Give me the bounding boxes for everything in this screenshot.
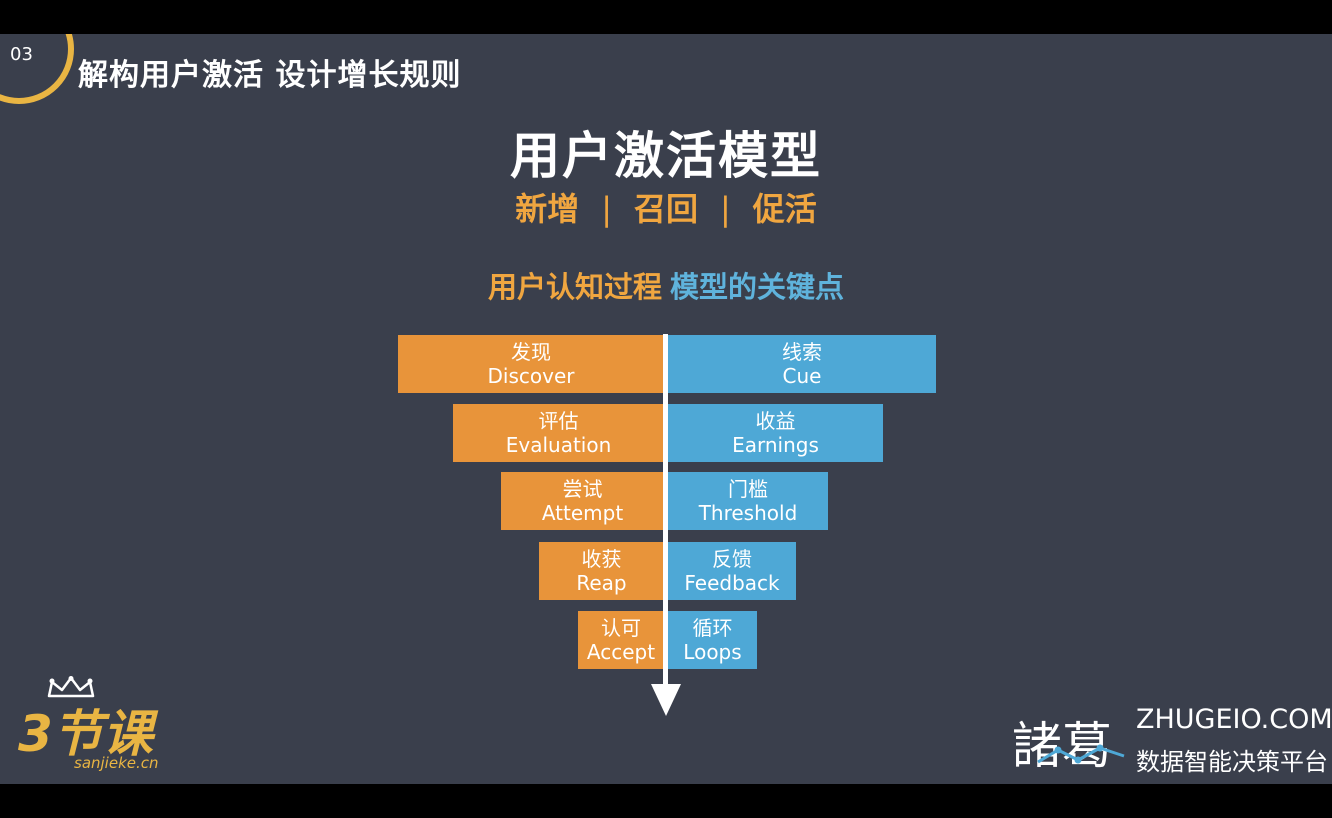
funnel-right-feedback: 反馈 Feedback [668, 542, 796, 600]
funnel-label-en: Attempt [541, 501, 624, 525]
subtitle-item-recall: 召回 [633, 190, 698, 228]
funnel-left-discover: 发现 Discover [398, 335, 664, 393]
funnel-label-cn: 线索 [782, 340, 822, 364]
model-heading: 用户认知过程 模型的关键点 [0, 264, 1332, 306]
funnel-label-en: Loops [683, 640, 742, 664]
zhuge-wave-icon [1037, 744, 1125, 764]
crown-icon [47, 676, 95, 698]
section-number: 03 [10, 44, 33, 65]
subtitle: 新增 | 召回 | 促活 [0, 184, 1332, 230]
funnel-label-en: Earnings [732, 433, 819, 457]
subtitle-item-activate: 促活 [752, 190, 817, 228]
heading-left: 用户认知过程 [487, 270, 662, 304]
funnel-label-en: Feedback [684, 571, 780, 595]
funnel-label-cn: 发现 [511, 340, 551, 364]
sanjieke-logo: 3节课 sanjieke.cn [18, 674, 208, 784]
funnel-label-cn: 收获 [581, 547, 622, 571]
zhuge-logo: 諸葛 ZHUGEIO.COM 数据智能决策平台 [1012, 702, 1332, 782]
funnel-label-cn: 门槛 [728, 477, 768, 501]
zhuge-domain: ZHUGEIO.COM [1136, 704, 1332, 735]
center-axis-line [663, 334, 668, 689]
funnel-right-loops: 循环 Loops [668, 611, 757, 669]
funnel-label-en: Reap [576, 571, 627, 595]
funnel-left-attempt: 尝试 Attempt [501, 472, 664, 530]
sanjieke-logo-text: 3节课 [18, 705, 153, 763]
slide: 03 解构用户激活 设计增长规则 用户激活模型 新增 | 召回 | 促活 用户认知过程模… [0, 34, 1332, 784]
zhuge-tagline: 数据智能决策平台 [1136, 748, 1328, 776]
funnel-label-cn: 收益 [755, 409, 796, 433]
zhuge-logo-text: 諸葛 [1012, 717, 1112, 775]
heading-right: 模型的关键点 [670, 270, 845, 304]
funnel-label-en: Accept [586, 640, 656, 664]
funnel-label-en: Threshold [698, 501, 798, 525]
subtitle-item-new: 新增 [515, 190, 580, 228]
funnel-label-cn: 尝试 [562, 477, 603, 501]
funnel-label-en: Discover [487, 364, 575, 388]
funnel-right-threshold: 门槛 Threshold [668, 472, 828, 530]
sanjieke-domain: sanjieke.cn [74, 754, 159, 772]
funnel-left-evaluation: 评估 Evaluation [453, 404, 664, 462]
funnel-label-cn: 评估 [538, 409, 579, 433]
funnel-right-cue: 线索 Cue [668, 335, 936, 393]
funnel-right-earnings: 收益 Earnings [668, 404, 883, 462]
subtitle-separator: | [720, 190, 731, 228]
funnel-label-cn: 反馈 [712, 547, 752, 571]
section-title: 解构用户激活 设计增长规则 [78, 58, 462, 93]
funnel-left-accept: 认可 Accept [578, 611, 664, 669]
down-arrow-icon [651, 684, 681, 716]
subtitle-separator: | [601, 190, 612, 228]
funnel-label-en: Evaluation [505, 433, 612, 457]
funnel-label-cn: 循环 [692, 616, 733, 640]
funnel-left-reap: 收获 Reap [539, 542, 664, 600]
funnel-label-en: Cue [782, 364, 822, 388]
funnel-label-cn: 认可 [601, 616, 641, 640]
main-title: 用户激活模型 [510, 127, 822, 185]
